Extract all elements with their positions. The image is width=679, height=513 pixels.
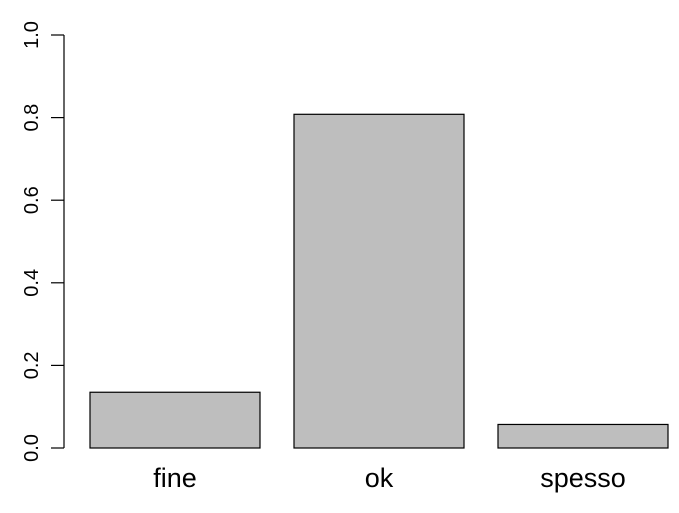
bars-group: [89, 113, 669, 449]
y-tick-label: 0.2: [21, 351, 43, 379]
y-tick-label: 0.4: [21, 269, 43, 297]
y-tick-label: 0.0: [21, 434, 43, 462]
x-category-label: spesso: [540, 463, 626, 493]
y-tick-label: 0.6: [21, 186, 43, 214]
y-tick-label: 1.0: [21, 21, 43, 49]
x-category-label: fine: [153, 463, 197, 493]
bar-fine: [89, 391, 261, 449]
bar-ok: [293, 113, 465, 449]
y-tick-label: 0.8: [21, 104, 43, 132]
bar-spesso: [497, 423, 669, 449]
y-axis: 0.0 0.2 0.4 0.6 0.8 1.0: [21, 21, 65, 462]
x-category-label: ok: [365, 463, 394, 493]
x-axis-labels: fine ok spesso: [153, 463, 626, 493]
